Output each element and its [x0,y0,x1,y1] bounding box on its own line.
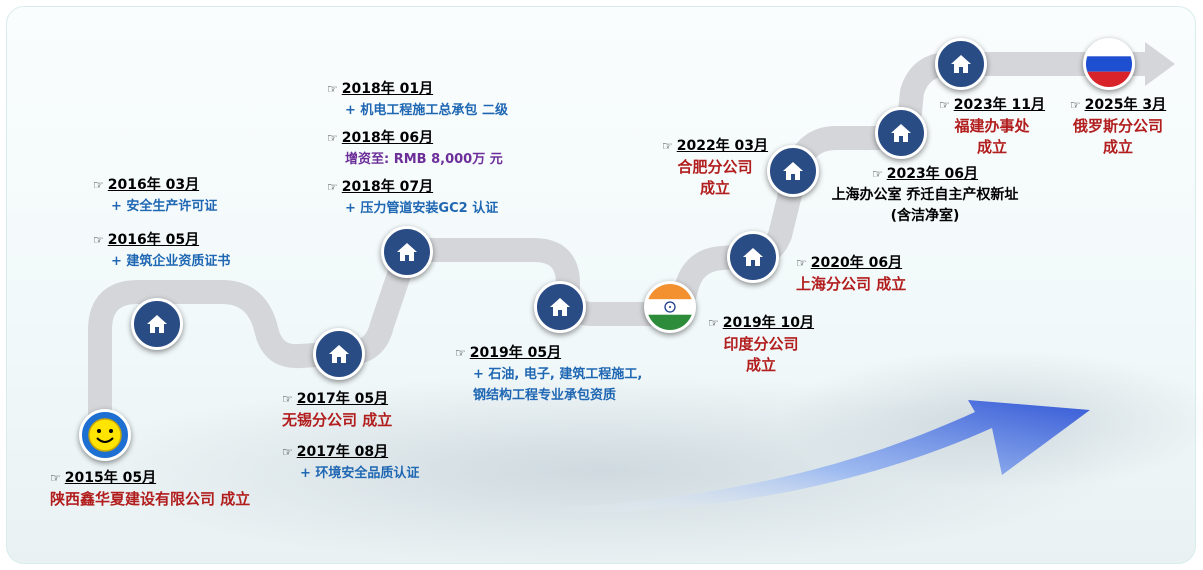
event-date-text: 2018年 06月 [341,130,434,146]
house-icon [313,328,365,380]
event-description: 福建办事处 [954,117,1030,135]
pointing-hand-icon: ☞ [871,167,883,181]
event-2015-05: ☞ 2015年 05月 陕西鑫华夏建设有限公司 成立 [50,468,250,510]
event-description: + 机电工程施工总承包 二级 [345,103,508,118]
pointing-hand-icon: ☞ [282,392,293,406]
event-2017-05: ☞ 2017年 05月 无锡分公司 成立 [282,389,392,431]
event-description: 钢结构工程专业承包资质 [473,388,617,403]
house-icon [935,38,987,90]
event-date-text: 2019年 05月 [469,345,562,361]
event-date-text: 2018年 07月 [341,179,434,195]
pointing-hand-icon: ☞ [93,233,104,247]
pointing-hand-icon: ☞ [93,178,104,192]
event-date: ☞ 2018年 07月 [327,177,498,198]
event-date: ☞ 2023年 11月 [932,95,1052,116]
house-icon [875,107,927,159]
house-icon [767,145,819,197]
rising-arrow [560,400,1090,514]
event-description: 增资至: RMB 8,000万 元 [345,152,503,167]
road-arrowhead [1145,42,1175,86]
event-date-text: 2016年 03月 [107,177,200,193]
event-date-text: 2022年 03月 [676,138,769,154]
event-description: 成立 [976,138,1007,156]
pointing-hand-icon: ☞ [707,316,719,330]
event-2023-11: ☞ 2023年 11月 福建办事处成立 [932,95,1052,158]
event-description: 合肥分公司 [677,158,753,176]
event-description: + 建筑企业资质证书 [111,254,231,269]
house-icon [727,231,779,283]
event-description: 成立 [1102,138,1133,156]
russia-flag-icon [1083,38,1135,90]
event-date: ☞ 2023年 06月 [810,164,1040,185]
event-2025-03: ☞ 2025年 3月 俄罗斯分公司 成立 [1058,95,1178,158]
pointing-hand-icon: ☞ [1069,98,1081,112]
event-date-text: 2018年 01月 [341,81,434,97]
event-2018-06: ☞ 2018年 06月增资至: RMB 8,000万 元 [327,128,503,170]
event-description: 俄罗斯分公司 [1072,117,1163,135]
event-description: + 环境安全品质认证 [300,466,420,481]
event-description: 上海办公室 乔迁自主产权新址 [831,187,1019,203]
event-date-text: 2017年 08月 [296,444,389,460]
india-flag-icon [644,281,696,333]
event-2016-05: ☞ 2016年 05月 + 建筑企业资质证书 [93,230,230,272]
event-2018-07: ☞ 2018年 07月 + 压力管道安装GC2 认证 [327,177,498,219]
event-date-text: 2015年 05月 [64,470,157,486]
event-date-text: 2025年 3月 [1084,97,1167,113]
event-2019-05: ☞ 2019年 05月 + 石油, 电子, 建筑工程施工, 钢结构工程专业承包资质 [455,343,642,406]
pointing-hand-icon: ☞ [938,98,950,112]
smiley-icon [79,409,131,461]
pointing-hand-icon: ☞ [455,346,466,360]
event-date-text: 2019年 10月 [722,315,815,331]
event-date: ☞ 2015年 05月 [50,468,250,489]
event-date-text: 2020年 06月 [810,255,903,271]
event-description: + 压力管道安装GC2 认证 [345,201,499,216]
event-date: ☞ 2016年 05月 [93,230,230,251]
event-description: 成立 [699,179,730,197]
event-date: ☞ 2018年 01月 [327,79,508,100]
event-2019-10: ☞ 2019年 10月 印度分公司成立 [696,313,826,376]
event-date: ☞ 2017年 05月 [282,389,392,410]
event-description: + 安全生产许可证 [111,199,218,214]
event-2017-08: ☞ 2017年 08月 + 环境安全品质认证 [282,442,419,484]
event-date: ☞ 2020年 06月 [796,253,906,274]
pointing-hand-icon: ☞ [327,131,338,145]
event-description: + 石油, 电子, 建筑工程施工, [473,367,643,382]
event-2018-01: ☞ 2018年 01月 + 机电工程施工总承包 二级 [327,79,508,121]
event-description: 无锡分公司 成立 [282,411,393,429]
pointing-hand-icon: ☞ [661,139,673,153]
event-2022-03: ☞ 2022年 03月 合肥分公司成立 [650,136,780,199]
event-date: ☞ 2019年 10月 [696,313,826,334]
event-2020-06: ☞ 2020年 06月 上海分公司 成立 [796,253,906,295]
event-date: ☞ 2017年 08月 [282,442,419,463]
event-description: 成立 [745,356,776,374]
event-date-text: 2017年 05月 [296,391,389,407]
event-2016-03: ☞ 2016年 03月 + 安全生产许可证 [93,175,217,217]
event-description: (含洁净室) [890,208,960,224]
event-description: 上海分公司 成立 [796,275,907,293]
pointing-hand-icon: ☞ [327,82,338,96]
pointing-hand-icon: ☞ [796,256,807,270]
event-date-text: 2016年 05月 [107,232,200,248]
event-date-text: 2023年 11月 [953,97,1046,113]
event-date: ☞ 2018年 06月 [327,128,503,149]
event-description: 陕西鑫华夏建设有限公司 成立 [50,490,251,508]
house-icon [131,298,183,350]
event-description: 印度分公司 [723,335,799,353]
pointing-hand-icon: ☞ [327,180,338,194]
event-date: ☞ 2019年 05月 [455,343,642,364]
house-icon [534,281,586,333]
event-date-text: 2023年 06月 [886,166,979,182]
event-date: ☞ 2016年 03月 [93,175,217,196]
event-date: ☞ 2022年 03月 [650,136,780,157]
house-icon [381,226,433,278]
event-date: ☞ 2025年 3月 [1058,95,1178,116]
event-2023-06: ☞ 2023年 06月上海办公室 乔迁自主产权新址 (含洁净室) [810,164,1040,227]
pointing-hand-icon: ☞ [50,471,61,485]
pointing-hand-icon: ☞ [282,445,293,459]
